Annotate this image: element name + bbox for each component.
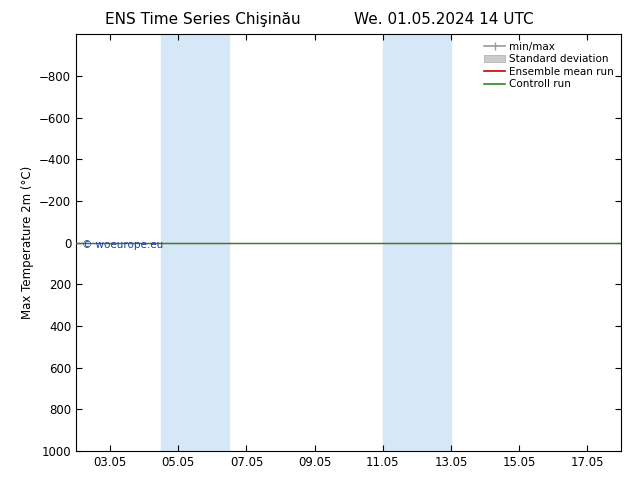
Text: We. 01.05.2024 14 UTC: We. 01.05.2024 14 UTC <box>354 12 534 27</box>
Text: © woeurope.eu: © woeurope.eu <box>82 240 163 249</box>
Bar <box>161 34 195 451</box>
Y-axis label: Max Temperature 2m (°C): Max Temperature 2m (°C) <box>20 166 34 319</box>
Bar <box>417 34 451 451</box>
Bar <box>383 34 417 451</box>
Text: ENS Time Series Chişinău: ENS Time Series Chişinău <box>105 12 301 27</box>
Bar <box>195 34 230 451</box>
Legend: min/max, Standard deviation, Ensemble mean run, Controll run: min/max, Standard deviation, Ensemble me… <box>482 40 616 92</box>
